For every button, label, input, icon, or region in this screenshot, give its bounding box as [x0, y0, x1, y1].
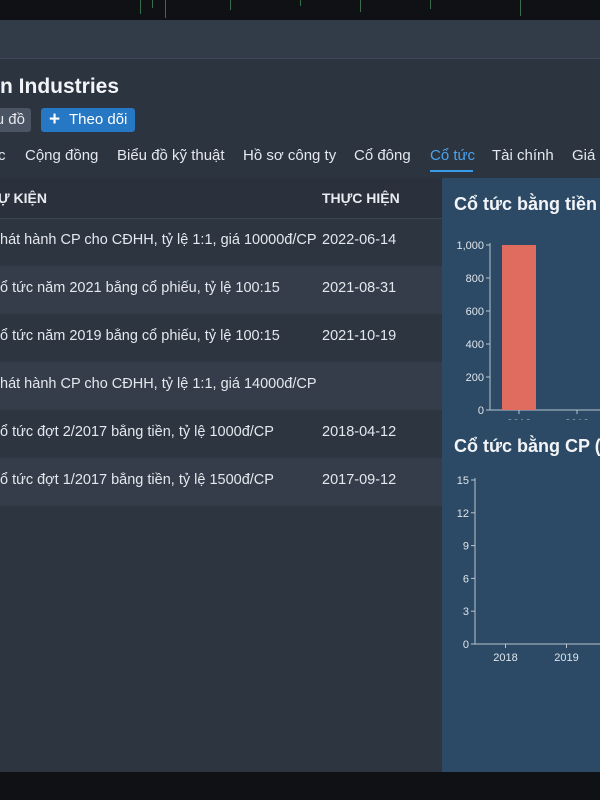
x-tick-label: 2019: [554, 652, 578, 664]
cash-dividend-chart-title: Cổ tức bằng tiền: [454, 194, 598, 214]
date-cell: 2021-08-31: [322, 280, 397, 296]
date-cell: 2021-10-19: [322, 328, 397, 344]
y-tick-label: 3: [463, 606, 469, 618]
header-date: THỰC HIỆN: [322, 190, 400, 206]
dividend-charts-panel: Cổ tức bằng tiền 0 200 400 600 800 1,000 2018 2…: [442, 178, 600, 772]
stock-dividend-chart-title: Cổ tức bằng CP (: [454, 436, 600, 456]
background-chart-bottom: [0, 772, 600, 800]
date-cell: 2018-04-12: [322, 424, 397, 440]
date-cell: 2022-06-14: [322, 232, 397, 248]
x-tick-label: 2018: [493, 652, 517, 664]
panel-top-bar: [0, 20, 600, 59]
y-tick-label: 0: [463, 639, 469, 651]
tab-company-profile[interactable]: Hồ sơ công ty: [243, 147, 337, 164]
x-tick-label: 2018: [507, 418, 531, 420]
tab-finance[interactable]: Tài chính: [492, 147, 554, 164]
event-cell: ổ tức đợt 1/2017 bằng tiền, tỷ lệ 1500đ/…: [0, 472, 274, 488]
table-row[interactable]: hát hành CP cho CĐHH, tỷ lệ 1:1, giá 100…: [0, 218, 442, 266]
event-cell: ổ tức đợt 2/2017 bằng tiền, tỷ lệ 1000đ/…: [0, 424, 274, 440]
event-cell: hát hành CP cho CĐHH, tỷ lệ 1:1, giá 140…: [0, 376, 317, 392]
tab-dividends[interactable]: Cổ tức: [430, 147, 476, 164]
chart-button[interactable]: u đồ: [0, 108, 31, 132]
y-tick-label: 200: [466, 372, 484, 384]
y-tick-label: 1,000: [456, 240, 484, 252]
event-cell: ổ tức năm 2019 bằng cổ phiếu, tỷ lệ 100:…: [0, 328, 280, 344]
x-tick-label: 2019: [565, 418, 589, 420]
company-title: n Industries: [0, 75, 120, 98]
y-tick-label: 0: [478, 405, 484, 417]
y-tick-label: 12: [457, 508, 469, 520]
follow-button[interactable]: + Theo dõi: [41, 108, 135, 132]
tab-bar: c Cộng đồng Biểu đồ kỹ thuật Hồ sơ công …: [0, 142, 600, 178]
tab-partial-left[interactable]: c: [0, 147, 6, 164]
y-tick-label: 800: [466, 273, 484, 285]
cash-dividend-chart: 0 200 400 600 800 1,000 2018 2019: [456, 240, 600, 420]
tab-technical-chart[interactable]: Biểu đồ kỹ thuật: [117, 147, 225, 164]
table-row[interactable]: ổ tức đợt 1/2017 bằng tiền, tỷ lệ 1500đ/…: [0, 458, 442, 506]
y-tick-label: 9: [463, 541, 469, 553]
header-event: Ự KIỆN: [0, 190, 47, 206]
background-chart-strip: [0, 0, 600, 20]
plus-icon: +: [49, 109, 61, 130]
table-row[interactable]: ổ tức năm 2019 bằng cổ phiếu, tỷ lệ 100:…: [0, 314, 442, 362]
tab-community[interactable]: Cộng đồng: [25, 147, 99, 164]
bar-2018: [502, 245, 536, 410]
table-row[interactable]: ổ tức đợt 2/2017 bằng tiền, tỷ lệ 1000đ/…: [0, 410, 442, 458]
event-cell: hát hành CP cho CĐHH, tỷ lệ 1:1, giá 100…: [0, 232, 317, 248]
table-row[interactable]: ổ tức năm 2021 bằng cổ phiếu, tỷ lệ 100:…: [0, 266, 442, 314]
follow-button-label: Theo dõi: [69, 111, 128, 128]
y-tick-label: 6: [463, 573, 469, 585]
y-tick-label: 600: [466, 306, 484, 318]
stock-detail-panel: n Industries u đồ + Theo dõi c Cộng đồng…: [0, 20, 600, 772]
y-tick-label: 400: [466, 339, 484, 351]
event-cell: ổ tức năm 2021 bằng cổ phiếu, tỷ lệ 100:…: [0, 280, 280, 296]
date-cell: 2017-09-12: [322, 472, 397, 488]
dividend-events-table: Ự KIỆN THỰC HIỆN hát hành CP cho CĐHH, t…: [0, 178, 442, 772]
stock-dividend-chart: 0 3 6 9 12 15 2018 2019: [457, 475, 600, 664]
table-row[interactable]: hát hành CP cho CĐHH, tỷ lệ 1:1, giá 140…: [0, 362, 442, 410]
tab-price-partial[interactable]: Giá c: [572, 147, 600, 164]
tab-shareholders[interactable]: Cổ đông: [354, 147, 411, 164]
active-tab-indicator: [430, 170, 473, 172]
table-header: Ự KIỆN THỰC HIỆN: [0, 178, 442, 219]
y-tick-label: 15: [457, 475, 469, 487]
